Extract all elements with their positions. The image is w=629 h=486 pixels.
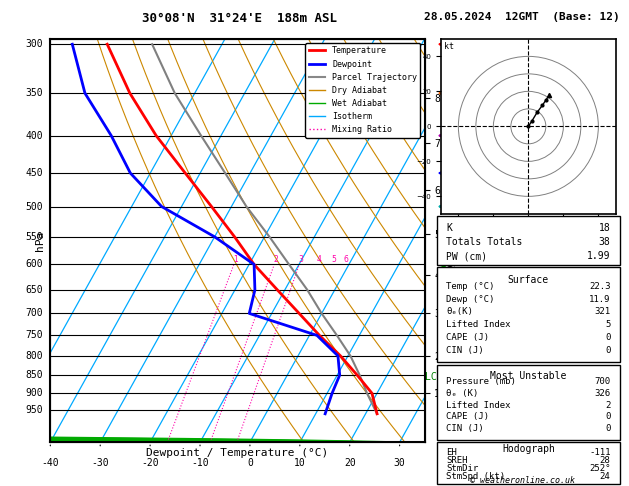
Text: 650: 650 — [25, 285, 43, 295]
FancyBboxPatch shape — [437, 267, 620, 362]
Text: 950: 950 — [25, 405, 43, 416]
Text: 1.99: 1.99 — [587, 251, 610, 261]
Text: Totals Totals: Totals Totals — [447, 237, 523, 246]
Text: 500: 500 — [25, 202, 43, 211]
Text: 600: 600 — [25, 260, 43, 269]
Text: 0: 0 — [605, 412, 610, 421]
Y-axis label: hPa: hPa — [35, 230, 45, 251]
Text: 5: 5 — [605, 320, 610, 329]
Text: 400: 400 — [25, 131, 43, 140]
Text: 550: 550 — [25, 232, 43, 242]
Text: StmDir: StmDir — [447, 464, 479, 473]
Text: 1: 1 — [233, 255, 238, 263]
FancyBboxPatch shape — [437, 364, 620, 440]
Text: 2: 2 — [274, 255, 279, 263]
Text: 450: 450 — [25, 168, 43, 178]
Text: 0: 0 — [247, 458, 253, 468]
Text: Temp (°C): Temp (°C) — [447, 282, 494, 291]
Text: 28.05.2024  12GMT  (Base: 12): 28.05.2024 12GMT (Base: 12) — [424, 12, 620, 22]
Text: -111: -111 — [589, 448, 610, 457]
Text: 350: 350 — [25, 88, 43, 98]
Text: 22.3: 22.3 — [589, 282, 610, 291]
Text: 30°08'N  31°24'E  188m ASL: 30°08'N 31°24'E 188m ASL — [142, 12, 337, 25]
Text: CAPE (J): CAPE (J) — [447, 333, 489, 342]
Text: 700: 700 — [25, 309, 43, 318]
Text: EH: EH — [447, 448, 457, 457]
X-axis label: kt: kt — [523, 235, 533, 244]
Text: LCL: LCL — [425, 372, 443, 382]
Text: 30: 30 — [394, 458, 406, 468]
Text: CAPE (J): CAPE (J) — [447, 412, 489, 421]
Legend: Temperature, Dewpoint, Parcel Trajectory, Dry Adiabat, Wet Adiabat, Isotherm, Mi: Temperature, Dewpoint, Parcel Trajectory… — [306, 43, 420, 138]
Text: 4: 4 — [317, 255, 322, 263]
Text: Lifted Index: Lifted Index — [447, 320, 511, 329]
Text: -20: -20 — [142, 458, 159, 468]
Text: Hodograph: Hodograph — [502, 444, 555, 454]
Text: K: K — [447, 224, 452, 233]
Text: Most Unstable: Most Unstable — [490, 370, 567, 381]
Text: 38: 38 — [599, 237, 610, 246]
Text: 900: 900 — [25, 388, 43, 399]
Text: StmSpd (kt): StmSpd (kt) — [447, 472, 505, 482]
Text: 11.9: 11.9 — [589, 295, 610, 304]
Text: © weatheronline.co.uk: © weatheronline.co.uk — [470, 476, 574, 485]
Text: θₑ(K): θₑ(K) — [447, 307, 473, 316]
Text: 326: 326 — [594, 389, 610, 398]
Text: Dewp (°C): Dewp (°C) — [447, 295, 494, 304]
Text: 10: 10 — [294, 458, 306, 468]
Text: 300: 300 — [25, 39, 43, 49]
Text: 28: 28 — [599, 456, 610, 465]
Text: CIN (J): CIN (J) — [447, 424, 484, 433]
Text: 3: 3 — [299, 255, 304, 263]
Text: Pressure (mb): Pressure (mb) — [447, 377, 516, 386]
Text: 0: 0 — [605, 424, 610, 433]
Y-axis label: Mixing Ratio (g/kg): Mixing Ratio (g/kg) — [446, 185, 456, 296]
FancyBboxPatch shape — [437, 442, 620, 484]
Text: -10: -10 — [191, 458, 209, 468]
Text: 6: 6 — [344, 255, 348, 263]
Text: PW (cm): PW (cm) — [447, 251, 487, 261]
Text: 2: 2 — [605, 400, 610, 410]
Text: 20: 20 — [344, 458, 355, 468]
Text: 321: 321 — [594, 307, 610, 316]
FancyBboxPatch shape — [437, 216, 620, 265]
Text: 24: 24 — [599, 472, 610, 482]
Text: 252°: 252° — [589, 464, 610, 473]
Text: kt: kt — [444, 42, 454, 52]
Text: -40: -40 — [42, 458, 59, 468]
X-axis label: Dewpoint / Temperature (°C): Dewpoint / Temperature (°C) — [147, 448, 328, 458]
Text: 18: 18 — [599, 224, 610, 233]
Text: 0: 0 — [605, 346, 610, 355]
Text: Lifted Index: Lifted Index — [447, 400, 511, 410]
Text: 700: 700 — [594, 377, 610, 386]
Text: 750: 750 — [25, 330, 43, 340]
Text: SREH: SREH — [447, 456, 468, 465]
Text: 0: 0 — [605, 333, 610, 342]
Text: CIN (J): CIN (J) — [447, 346, 484, 355]
Text: 5: 5 — [331, 255, 337, 263]
Text: 800: 800 — [25, 351, 43, 361]
Text: 850: 850 — [25, 370, 43, 380]
Text: θₑ (K): θₑ (K) — [447, 389, 479, 398]
Text: -30: -30 — [91, 458, 109, 468]
Text: Surface: Surface — [508, 275, 549, 285]
